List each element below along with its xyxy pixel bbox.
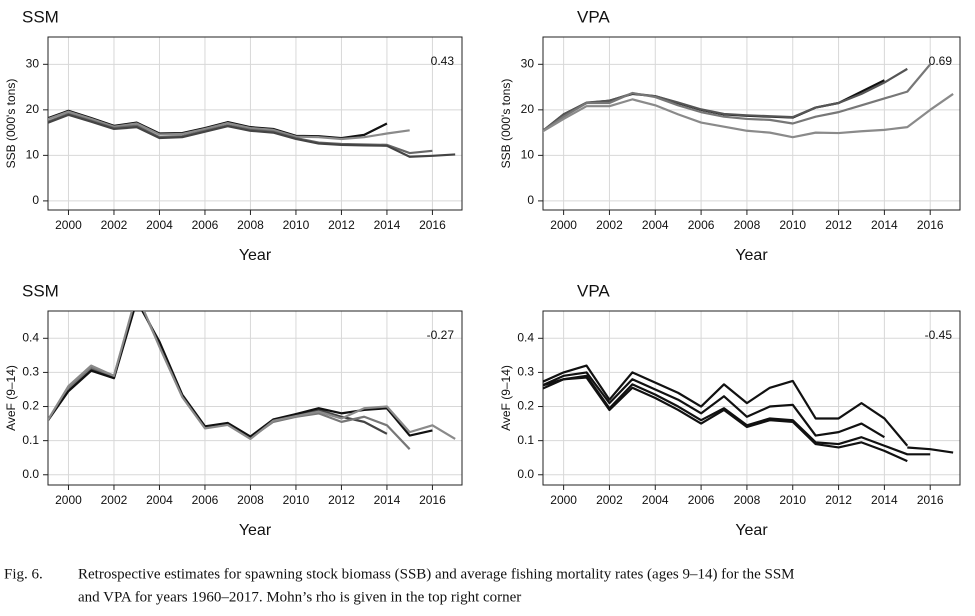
x-tick-label: 2016	[917, 493, 944, 507]
y-tick-label: 0	[32, 193, 39, 207]
panel: VPA 0.0 0.1 0.2 0.3 0.4 2000 2002 2004 2006 2008 20…	[499, 281, 961, 539]
x-tick-label: 2012	[825, 218, 852, 232]
series-line	[48, 112, 433, 155]
lines	[543, 364, 954, 463]
x-tick-label: 2008	[734, 218, 761, 232]
x-tick-label: 2012	[328, 218, 355, 232]
x-tick-label: 2014	[871, 493, 898, 507]
series-line	[543, 364, 909, 447]
y-tick-label: 0	[527, 193, 534, 207]
y-tick-label: 10	[521, 148, 535, 162]
y-tick-label: 20	[521, 102, 535, 116]
x-tick-label: 2006	[688, 218, 715, 232]
series-line	[543, 376, 908, 463]
x-tick-label: 2012	[825, 493, 852, 507]
x-tick-label: 2004	[642, 493, 669, 507]
x-axis-label: Year	[735, 247, 768, 264]
lines	[48, 109, 456, 158]
lines	[48, 311, 456, 450]
series-line	[543, 67, 908, 133]
x-tick-label: 2008	[237, 493, 264, 507]
x-tick-label: 2016	[419, 493, 446, 507]
x-tick-label: 2000	[550, 493, 577, 507]
panel: SSM 0.0 0.1 0.2 0.3 0.4 2000 2002 2004 2006 2008 20…	[4, 281, 463, 539]
x-tick-label: 2010	[779, 493, 806, 507]
mohn-rho: -0.45	[925, 328, 953, 342]
y-tick-label: 0.4	[22, 330, 39, 344]
y-tick-label: 0.3	[22, 365, 39, 379]
plot-frame	[542, 310, 961, 486]
x-tick-label: 2016	[419, 218, 446, 232]
panel: SSM 0 10 20 30 2000 2002 2004 2006 2008 2010 2012 20…	[4, 7, 463, 264]
x-axis-label: Year	[735, 522, 768, 539]
y-axis-label: SSB (000's tons)	[499, 79, 513, 169]
x-tick-label: 2006	[192, 493, 219, 507]
caption-line: and VPA for years 1960–2017. Mohn’s rho …	[78, 589, 521, 605]
y-axis-label: SSB (000's tons)	[4, 79, 18, 169]
x-tick-label: 2016	[917, 218, 944, 232]
x-axis-label: Year	[239, 522, 272, 539]
x-tick-label: 2000	[550, 218, 577, 232]
x-tick-label: 2002	[596, 218, 623, 232]
panel-title: VPA	[577, 281, 610, 300]
x-tick-label: 2012	[328, 493, 355, 507]
series-line	[543, 93, 954, 139]
y-axis-label: AveF (9–14)	[499, 365, 513, 431]
mohn-rho: 0.43	[431, 54, 455, 68]
y-tick-label: 0.1	[22, 433, 39, 447]
y-tick-label: 0.0	[22, 467, 39, 481]
x-axis-label: Year	[239, 247, 272, 264]
x-tick-label: 2004	[642, 218, 669, 232]
y-tick-label: 0.2	[22, 399, 39, 413]
x-tick-label: 2000	[55, 218, 82, 232]
x-tick-label: 2006	[688, 493, 715, 507]
x-tick-label: 2004	[146, 493, 173, 507]
y-tick-label: 30	[521, 56, 535, 70]
y-tick-label: 10	[26, 148, 40, 162]
series-line	[48, 311, 456, 441]
panel-title: SSM	[22, 281, 59, 300]
x-tick-label: 2008	[734, 493, 761, 507]
y-tick-label: 0.0	[517, 467, 534, 481]
x-tick-label: 2010	[283, 218, 310, 232]
series-line	[48, 110, 410, 141]
y-tick-label: 0.4	[517, 330, 534, 344]
caption-label: Fig. 6.	[4, 566, 43, 582]
x-tick-label: 2010	[779, 218, 806, 232]
x-tick-label: 2004	[146, 218, 173, 232]
panel-title: SSM	[22, 7, 59, 26]
series-line	[543, 63, 932, 133]
plot-frame	[542, 36, 961, 211]
y-tick-label: 0.3	[517, 365, 534, 379]
x-tick-label: 2002	[101, 493, 128, 507]
y-tick-label: 0.2	[517, 399, 534, 413]
y-axis-label: AveF (9–14)	[4, 365, 18, 431]
series-line	[48, 113, 456, 158]
series-line	[48, 311, 433, 438]
x-tick-label: 2010	[283, 493, 310, 507]
series-line	[543, 371, 885, 439]
x-tick-label: 2002	[101, 218, 128, 232]
x-tick-label: 2014	[374, 493, 401, 507]
y-tick-label: 0.1	[517, 433, 534, 447]
mohn-rho: 0.69	[929, 54, 953, 68]
y-tick-label: 30	[26, 56, 40, 70]
series-line	[907, 446, 954, 454]
plot-frame	[47, 310, 463, 486]
y-tick-label: 20	[26, 102, 40, 116]
mohn-rho: -0.27	[427, 328, 455, 342]
lines	[543, 63, 954, 139]
x-tick-label: 2008	[237, 218, 264, 232]
x-tick-label: 2002	[596, 493, 623, 507]
x-tick-label: 2006	[192, 218, 219, 232]
panel: VPA 0 10 20 30 2000 2002 2004 2006 2008 2010 2012 20…	[499, 7, 961, 264]
caption-line: Retrospective estimates for spawning sto…	[78, 566, 795, 582]
x-tick-label: 2014	[871, 218, 898, 232]
x-tick-label: 2014	[374, 218, 401, 232]
x-tick-label: 2000	[55, 493, 82, 507]
panel-title: VPA	[577, 7, 610, 26]
